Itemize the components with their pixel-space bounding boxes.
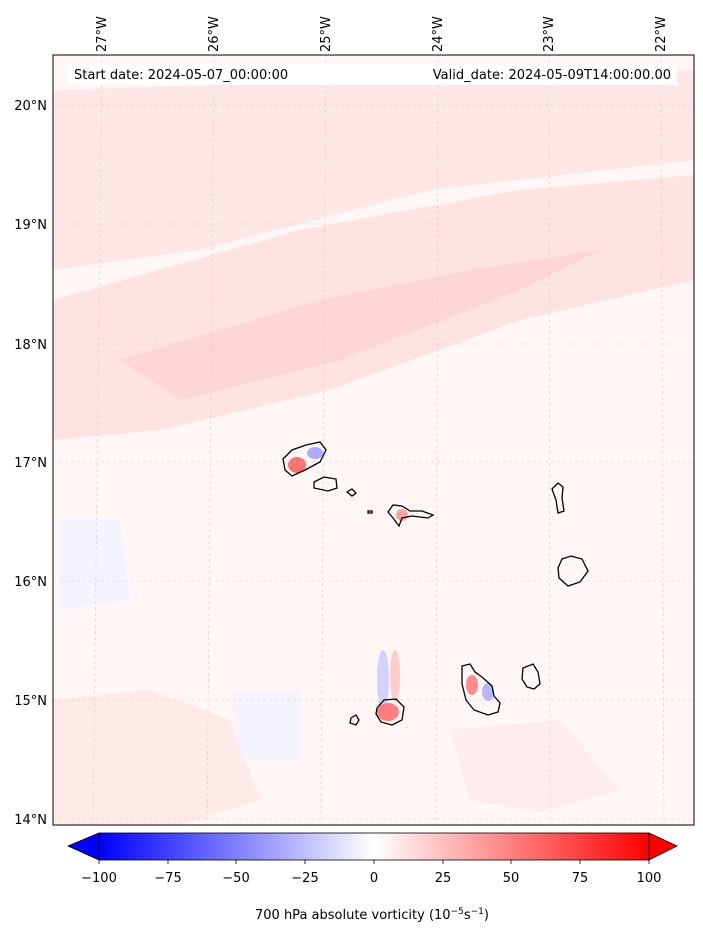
islet-raso xyxy=(367,510,373,514)
lon-label-26w: 26°W xyxy=(207,16,222,52)
colorbar-gradient xyxy=(99,833,649,860)
cb-tick-label: 75 xyxy=(572,871,589,886)
vorticity-band-north xyxy=(53,70,694,270)
cb-tick-label: −100 xyxy=(81,871,117,886)
island-fogo xyxy=(375,698,405,726)
vorticity-wake-positive xyxy=(390,650,400,702)
map-panel: Start date: 2024-05-07_00:00:00 Valid_da… xyxy=(14,16,695,828)
vorticity-santiago-high xyxy=(466,675,478,695)
meridian-27w xyxy=(92,54,103,826)
vorticity-field xyxy=(53,70,694,825)
colorbar-units-close: ) xyxy=(484,908,489,923)
island-sao-nicolau xyxy=(387,504,435,528)
colorbar-extend-low xyxy=(66,832,100,861)
meridian-26w xyxy=(206,54,215,826)
colorbar-label: 700 hPa absolute vorticity (10−5s−1) xyxy=(255,907,489,923)
lat-label-17n: 17°N xyxy=(14,456,47,471)
info-box xyxy=(67,63,677,85)
colorbar-units-open: (10 xyxy=(429,908,451,923)
island-santa-luzia xyxy=(345,488,357,497)
latitude-labels: 20°N 19°N 18°N 17°N 16°N 15°N 14°N xyxy=(14,99,47,828)
vorticity-santo-antao-high xyxy=(288,457,306,473)
vorticity-patch-south xyxy=(450,720,620,812)
island-sao-vicente xyxy=(313,476,338,492)
cb-tick-label: 50 xyxy=(503,871,520,886)
colorbar-extend-high xyxy=(648,832,678,861)
meridian-22w xyxy=(660,54,665,826)
vorticity-santo-antao-low xyxy=(307,447,323,459)
island-sal xyxy=(551,482,565,514)
longitude-labels: 27°W 26°W 25°W 24°W 23°W 22°W xyxy=(95,16,669,52)
vorticity-fogo-high xyxy=(377,703,399,721)
colorbar-units-exp2: −1 xyxy=(471,907,484,917)
island-santiago xyxy=(461,663,501,716)
coastlines xyxy=(282,441,589,726)
vorticity-santiago-low xyxy=(482,683,494,701)
island-boa-vista xyxy=(557,555,589,587)
cb-tick-label: −25 xyxy=(291,871,318,886)
island-maio xyxy=(521,663,541,690)
lat-label-15n: 15°N xyxy=(14,694,47,709)
lat-label-14n: 14°N xyxy=(14,813,47,828)
island-santo-antao xyxy=(282,441,327,477)
colorbar-units-exp1: −5 xyxy=(451,907,464,917)
colorbar-units-mid: s xyxy=(464,908,471,923)
cb-tick-label: 100 xyxy=(637,871,662,886)
meridian-25w xyxy=(320,54,327,826)
lon-label-27w: 27°W xyxy=(95,16,110,52)
cb-tick-label: −75 xyxy=(154,871,181,886)
lon-label-22w: 22°W xyxy=(654,16,669,52)
vorticity-patch-southwest xyxy=(53,690,260,825)
lat-label-18n: 18°N xyxy=(14,338,47,353)
lat-label-19n: 19°N xyxy=(14,218,47,233)
vorticity-patch-negative-west xyxy=(60,520,130,610)
valid-date-label: Valid_date: 2024-05-09T14:00:00.00 xyxy=(433,68,671,83)
lat-label-16n: 16°N xyxy=(14,575,47,590)
colorbar-ticks xyxy=(98,860,650,864)
vorticity-wake-negative xyxy=(377,650,389,710)
map-frame xyxy=(52,54,695,826)
lon-label-23w: 23°W xyxy=(542,16,557,52)
start-date-label: Start date: 2024-05-07_00:00:00 xyxy=(74,68,288,83)
lon-label-24w: 24°W xyxy=(431,16,446,52)
cb-tick-label: −50 xyxy=(222,871,249,886)
island-brava xyxy=(349,714,360,726)
cb-tick-label: 25 xyxy=(435,871,452,886)
lon-label-25w: 25°W xyxy=(319,16,334,52)
vorticity-band-strong xyxy=(120,250,600,400)
lat-label-20n: 20°N xyxy=(14,99,47,114)
vorticity-patch-negative-south xyxy=(230,690,300,760)
colorbar-label-text: 700 hPa absolute vorticity xyxy=(255,908,425,923)
colorbar: −100 −75 −50 −25 0 25 50 75 100 700 hPa … xyxy=(66,832,678,923)
colorbar-tick-labels: −100 −75 −50 −25 0 25 50 75 100 xyxy=(81,871,661,886)
meridian-24w xyxy=(435,54,439,826)
cb-tick-label: 0 xyxy=(370,871,378,886)
meridian-23w xyxy=(548,54,551,826)
gridlines xyxy=(53,54,694,826)
